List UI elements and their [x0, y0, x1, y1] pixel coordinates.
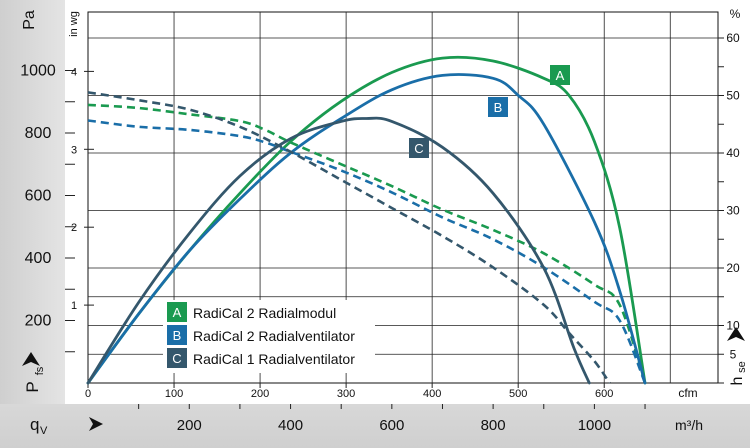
series-markers: A B C	[409, 65, 570, 158]
legend-item-a: A RadiCal 2 Radialmodul	[167, 302, 336, 322]
series-c-marker: C	[409, 138, 429, 158]
y-right-symbol-main: h	[729, 377, 746, 386]
y-right-symbol: h se	[727, 327, 748, 385]
pct-tick-label: 40	[726, 146, 740, 160]
x-top-unit-label: cfm	[678, 386, 697, 400]
y-left-arrow-icon	[22, 352, 40, 366]
pct-tick-label: 20	[726, 261, 740, 275]
series-a-marker: A	[550, 65, 570, 85]
legend-swatch	[167, 348, 187, 368]
legend-swatch-letter: B	[173, 328, 182, 343]
pa-tick-label: 200	[25, 313, 52, 330]
pa-tick-label: 1000	[20, 63, 56, 80]
y-left-symbol-main: P	[23, 381, 42, 392]
pa-tick-label: 800	[25, 125, 52, 142]
cfm-tick-label: 600	[595, 388, 613, 400]
series-c-efficiency-line	[86, 116, 591, 385]
pct-tick-label: 60	[726, 31, 740, 45]
y-left-unit-label: Pa	[21, 10, 38, 30]
x-symbol-main: q	[30, 415, 39, 434]
pa-tick-label: 600	[25, 188, 52, 205]
y-right-symbol-sub: se	[736, 361, 748, 373]
legend-item-c: C RadiCal 1 Radialventilator	[167, 348, 355, 368]
series-a-pressure-line	[87, 103, 647, 384]
inwg-tick-label: 4	[71, 66, 77, 78]
series-marker-box	[409, 138, 429, 158]
bottom-axis-band	[0, 404, 750, 448]
x-arrow-icon	[89, 417, 103, 431]
series-b-efficiency-line	[86, 73, 647, 385]
legend-swatch-letter: C	[172, 351, 181, 366]
legend-label: RadiCal 2 Radialmodul	[193, 305, 336, 321]
legend-swatch	[167, 325, 187, 345]
y-right-unit-label: %	[730, 7, 741, 21]
cfm-tick-label: 200	[251, 388, 269, 400]
series-marker-box	[550, 65, 570, 85]
inwg-tick-label: 2	[71, 222, 77, 234]
cfm-tick-label: 100	[165, 388, 183, 400]
legend: A RadiCal 2 Radialmodul B RadiCal 2 Radialv…	[163, 300, 375, 373]
series-marker-letter: B	[494, 100, 503, 115]
legend-swatch-letter: A	[173, 305, 182, 320]
legend-swatch	[167, 302, 187, 322]
pct-tick-label: 30	[726, 204, 740, 218]
m3h-tick-label: 1000	[578, 417, 611, 434]
pct-tick-label: 5	[730, 347, 737, 361]
cfm-tick-label: 400	[423, 388, 441, 400]
y-right-arrow-icon	[727, 327, 745, 341]
series-marker-box	[488, 97, 508, 117]
y-left-symbol-sub: fs	[34, 366, 46, 375]
plot-frame	[87, 11, 719, 384]
left-axis-band	[0, 0, 65, 448]
pa-tick-label: 400	[25, 250, 52, 267]
series-marker-letter: C	[414, 141, 423, 156]
pct-tick-label: 50	[726, 89, 740, 103]
cfm-tick-label: 0	[85, 388, 91, 400]
y-inner-unit-label: in wg	[68, 11, 80, 37]
legend-label: RadiCal 2 Radialventilator	[193, 328, 355, 344]
inwg-tick-label: 3	[71, 144, 77, 156]
series-b-marker: B	[488, 97, 508, 117]
m3h-tick-label: 600	[379, 417, 404, 434]
legend-background	[163, 300, 375, 373]
x-symbol-sub: V	[40, 425, 48, 437]
m3h-tick-label: 200	[177, 417, 202, 434]
series-curves	[86, 55, 647, 385]
x-symbol: q V	[30, 415, 103, 437]
legend-label: RadiCal 1 Radialventilator	[193, 351, 355, 367]
x-bottom-unit-label: m³/h	[675, 417, 703, 433]
series-marker-letter: A	[556, 68, 565, 83]
inwg-tick-label: 1	[71, 300, 77, 312]
m3h-tick-label: 800	[481, 417, 506, 434]
y-left-symbol: P fs	[22, 352, 46, 393]
cfm-tick-label: 300	[337, 388, 355, 400]
series-b-pressure-line	[87, 119, 647, 384]
cfm-tick-label: 500	[509, 388, 527, 400]
m3h-tick-label: 400	[278, 417, 303, 434]
legend-item-b: B RadiCal 2 Radialventilator	[167, 325, 355, 345]
